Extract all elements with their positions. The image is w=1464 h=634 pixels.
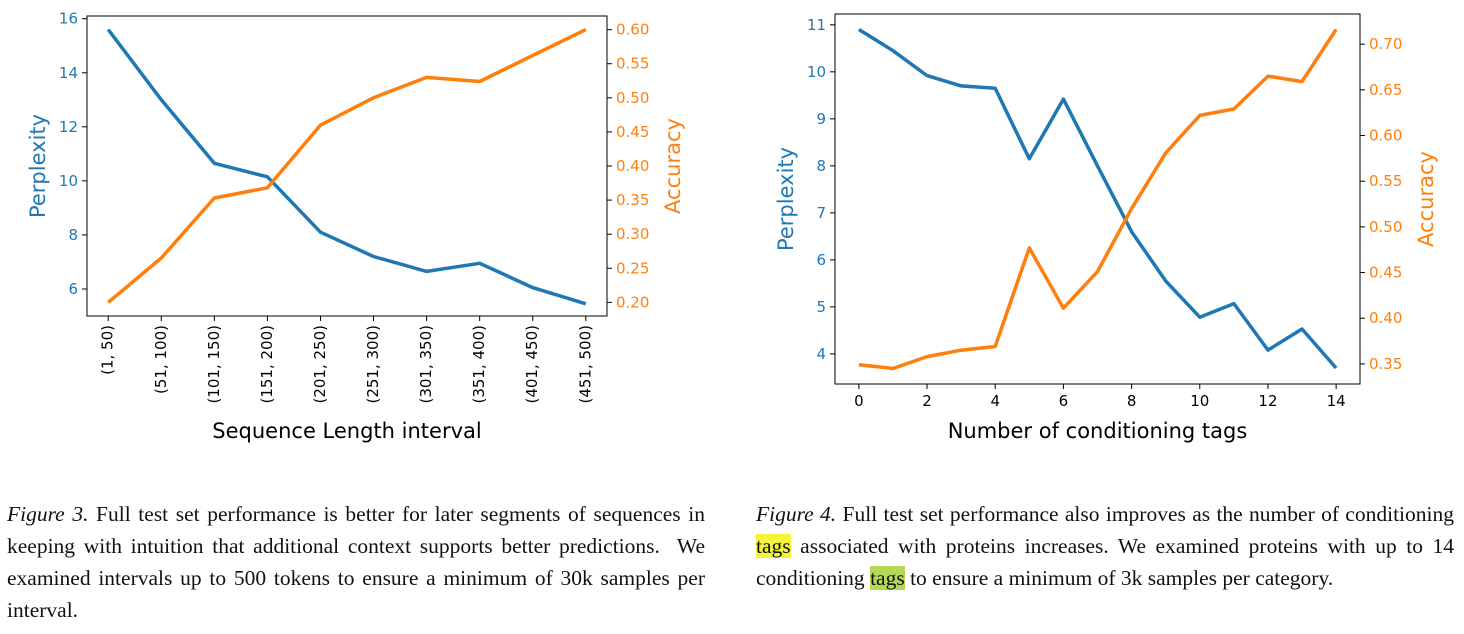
x-tick-label: 10 bbox=[1190, 392, 1209, 410]
x-tick-label: (151, 200) bbox=[258, 325, 276, 404]
y-tick-label: 12 bbox=[59, 118, 78, 136]
caption: Figure 4. Full test set performance also… bbox=[756, 498, 1454, 594]
caption-text: Full test set performance is better for … bbox=[7, 502, 711, 622]
figure-label: Figure 3. bbox=[7, 502, 89, 526]
y2-tick-label: 0.70 bbox=[1369, 35, 1402, 53]
y-tick-label: 6 bbox=[68, 280, 78, 298]
y2-tick-label: 0.45 bbox=[1369, 264, 1402, 282]
y-tick-label: 6 bbox=[816, 251, 826, 269]
x-tick-label: (351, 400) bbox=[470, 325, 488, 404]
highlighted-text: tags bbox=[756, 534, 791, 558]
x-tick-label: 4 bbox=[990, 392, 1000, 410]
y-tick-label: 8 bbox=[816, 157, 826, 175]
y2-tick-label: 0.60 bbox=[616, 21, 649, 39]
caption-text: to ensure a minimum of 3k samples per ca… bbox=[904, 566, 1334, 590]
highlighted-text: tags bbox=[870, 566, 905, 590]
x-tick-label: (401, 450) bbox=[523, 325, 541, 404]
y-tick-label: 7 bbox=[816, 204, 826, 222]
x-axis-label: Number of conditioning tags bbox=[948, 419, 1248, 443]
x-tick-label: 8 bbox=[1127, 392, 1137, 410]
y2-tick-label: 0.40 bbox=[616, 157, 649, 175]
figure-label: Figure 4. bbox=[756, 502, 837, 526]
y2-tick-label: 0.50 bbox=[616, 89, 649, 107]
x-tick-label: 14 bbox=[1327, 392, 1346, 410]
y2-tick-label: 0.65 bbox=[1369, 81, 1402, 99]
caption-text: associated with proteins increases. We e… bbox=[756, 534, 1460, 590]
y2-tick-label: 0.25 bbox=[616, 259, 649, 277]
y-axis-label: Perplexity bbox=[774, 147, 798, 251]
plot-frame bbox=[834, 13, 1361, 385]
y2-tick-label: 0.60 bbox=[1369, 127, 1402, 145]
y-tick-label: 5 bbox=[816, 298, 826, 316]
y2-tick-label: 0.40 bbox=[1369, 309, 1402, 327]
y-tick-label: 14 bbox=[59, 64, 78, 82]
y-tick-label: 10 bbox=[807, 63, 826, 81]
x-tick-label: (51, 100) bbox=[152, 325, 170, 394]
y-tick-label: 8 bbox=[68, 226, 78, 244]
caption-text: Full test set performance also improves … bbox=[836, 502, 1460, 526]
y2-tick-label: 0.30 bbox=[616, 225, 649, 243]
y2-tick-label: 0.55 bbox=[616, 55, 649, 73]
y-tick-label: 10 bbox=[59, 172, 78, 190]
y2-axis-label: Accuracy bbox=[661, 118, 685, 214]
x-tick-label: (251, 300) bbox=[364, 325, 382, 404]
x-tick-label: 2 bbox=[922, 392, 932, 410]
x-tick-label: 12 bbox=[1258, 392, 1277, 410]
y2-tick-label: 0.35 bbox=[1369, 355, 1402, 373]
line-series bbox=[857, 28, 1338, 370]
x-tick-label: 0 bbox=[854, 392, 864, 410]
y2-tick-label: 0.45 bbox=[616, 123, 649, 141]
y2-tick-label: 0.55 bbox=[1369, 172, 1402, 190]
x-tick-label: (101, 150) bbox=[205, 325, 223, 404]
figures: (1, 50) (51, 100) (101, 150) (151, 200) (201… bbox=[26, 10, 1438, 443]
y-tick-label: 11 bbox=[807, 16, 826, 34]
y-tick-label: 9 bbox=[816, 110, 826, 128]
x-axis-label: Sequence Length interval bbox=[212, 419, 481, 443]
y-tick-label: 4 bbox=[816, 345, 826, 363]
line-series bbox=[107, 28, 587, 304]
y2-tick-label: 0.35 bbox=[616, 191, 649, 209]
y2-axis-label: Accuracy bbox=[1414, 151, 1438, 247]
x-tick-label: (201, 250) bbox=[311, 325, 329, 404]
plot-frame bbox=[86, 15, 608, 317]
line-series bbox=[858, 28, 1338, 371]
y-tick-label: 16 bbox=[59, 10, 78, 28]
caption: Figure 3. Full test set performance is b… bbox=[7, 498, 705, 626]
x-tick-label: (1, 50) bbox=[99, 325, 117, 375]
x-tick-label: 6 bbox=[1059, 392, 1069, 410]
line-series bbox=[106, 28, 587, 306]
y2-tick-label: 0.20 bbox=[616, 293, 649, 311]
y2-tick-label: 0.50 bbox=[1369, 218, 1402, 236]
x-tick-label: (451, 500) bbox=[576, 325, 594, 404]
y-axis-label: Perplexity bbox=[26, 114, 50, 218]
x-tick-label: (301, 350) bbox=[417, 325, 435, 404]
